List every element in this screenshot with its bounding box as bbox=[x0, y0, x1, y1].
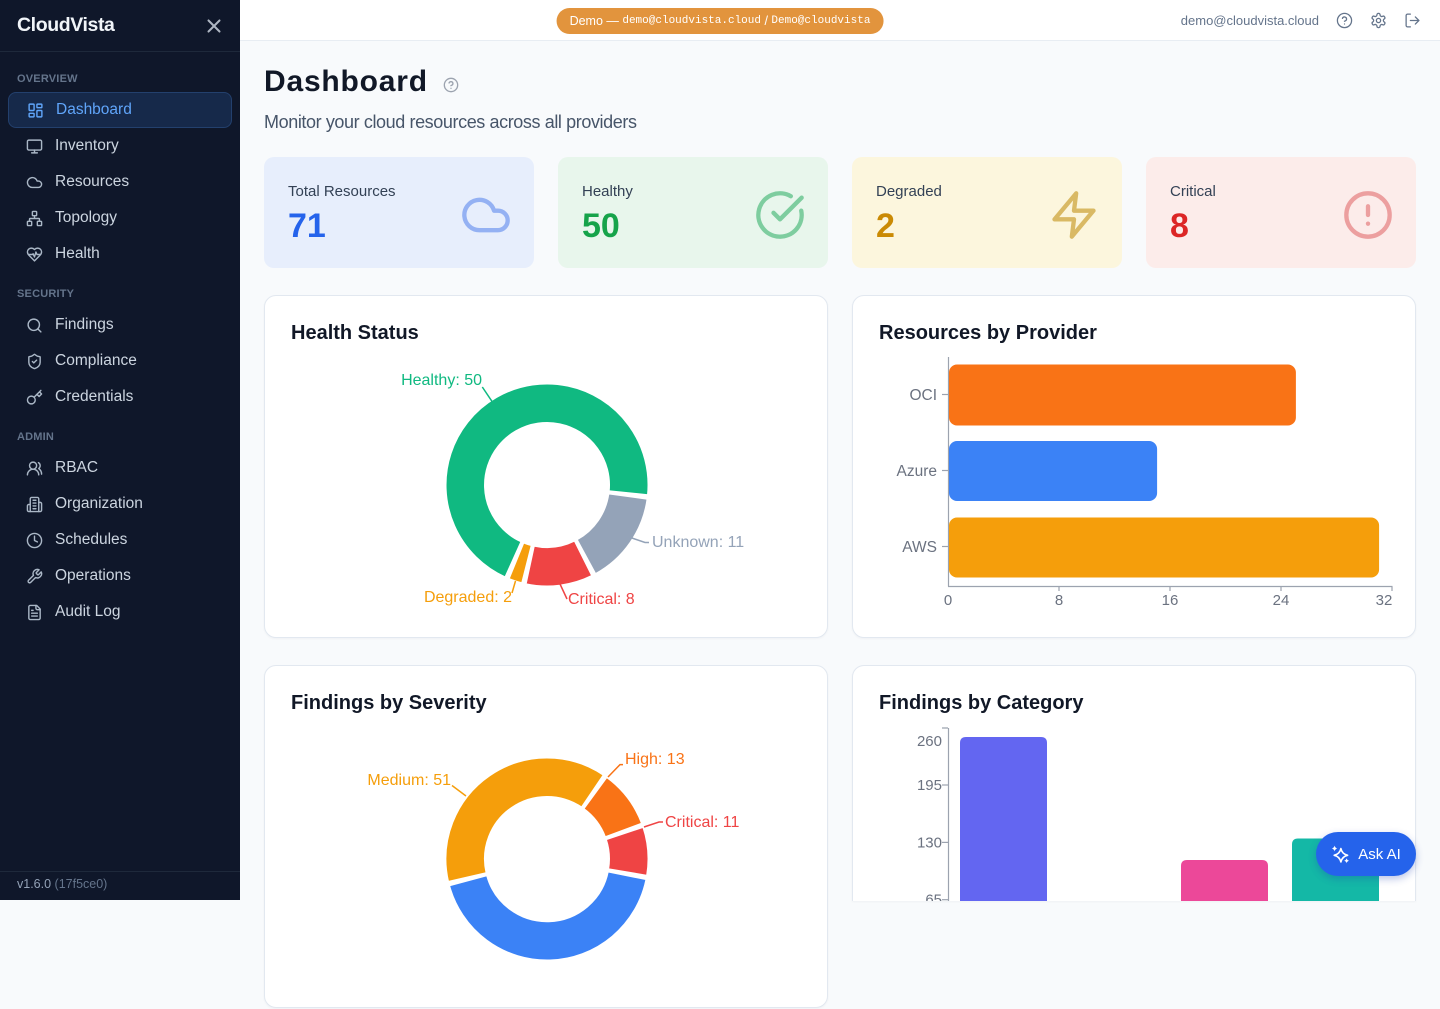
svg-text:Critical: 11: Critical: 11 bbox=[665, 814, 739, 831]
svg-text:8: 8 bbox=[1055, 592, 1063, 609]
svg-text:Critical: 8: Critical: 8 bbox=[568, 591, 635, 608]
svg-text:65: 65 bbox=[925, 892, 942, 901]
svg-text:195: 195 bbox=[917, 777, 942, 794]
svg-text:Medium: 51: Medium: 51 bbox=[367, 772, 451, 789]
svg-text:Azure: Azure bbox=[897, 463, 938, 480]
svg-text:0: 0 bbox=[944, 592, 952, 609]
svg-text:Healthy: 50: Healthy: 50 bbox=[401, 372, 482, 389]
svg-text:Degraded: 2: Degraded: 2 bbox=[424, 589, 512, 606]
svg-text:OCI: OCI bbox=[909, 387, 937, 404]
svg-text:130: 130 bbox=[917, 834, 942, 851]
svg-text:16: 16 bbox=[1162, 592, 1179, 609]
svg-text:32: 32 bbox=[1376, 592, 1393, 609]
svg-text:Unknown: 11: Unknown: 11 bbox=[652, 534, 744, 551]
svg-text:High: 13: High: 13 bbox=[625, 751, 685, 768]
svg-text:24: 24 bbox=[1273, 592, 1290, 609]
svg-text:260: 260 bbox=[917, 733, 942, 750]
svg-text:AWS: AWS bbox=[902, 539, 937, 556]
